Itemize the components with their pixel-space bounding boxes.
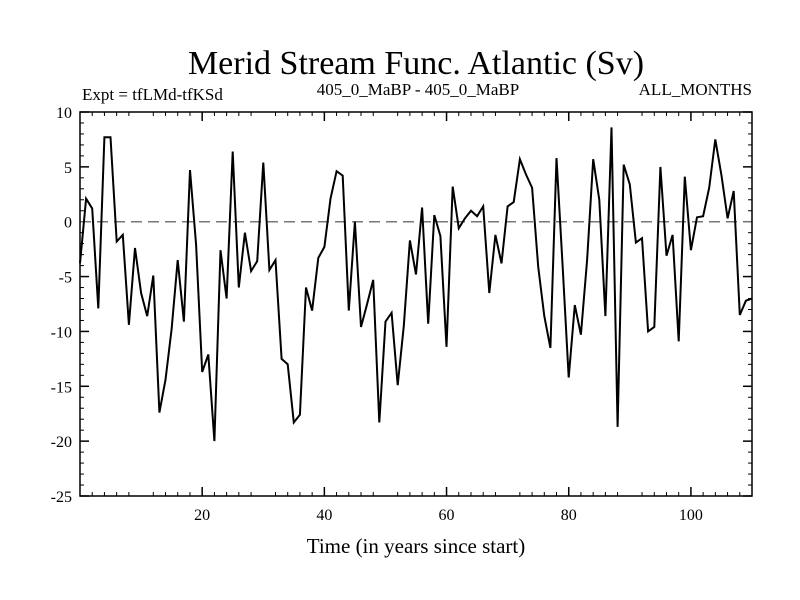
y-tick-label: 0 xyxy=(64,215,72,232)
subtitle-right: ALL_MONTHS xyxy=(639,80,752,99)
tick-marks xyxy=(80,111,752,497)
series-line xyxy=(79,127,753,442)
x-tick-label: 80 xyxy=(561,507,577,524)
y-tick-label: -20 xyxy=(51,434,72,451)
tick-labels: 10 5 0 -5 -10 -15 -20 -25 20 40 60 80 100 xyxy=(51,105,703,524)
y-tick-label: -5 xyxy=(59,270,72,287)
y-tick-label: -10 xyxy=(51,324,72,341)
x-tick-label: 20 xyxy=(194,507,210,524)
subtitle-center: 405_0_MaBP - 405_0_MaBP xyxy=(317,80,519,99)
x-tick-label: 100 xyxy=(679,507,703,524)
x-tick-label: 60 xyxy=(439,507,455,524)
subtitle-left: Expt = tfLMd-tfKSd xyxy=(82,85,223,104)
y-tick-label: 5 xyxy=(64,160,72,177)
y-tick-label: 10 xyxy=(56,105,72,122)
y-tick-label: -25 xyxy=(51,489,72,506)
chart-title: Merid Stream Func. Atlantic (Sv) xyxy=(188,45,644,82)
x-tick-label: 40 xyxy=(316,507,332,524)
plot-area-frame xyxy=(79,111,753,497)
y-tick-label: -15 xyxy=(51,379,72,396)
x-axis-label: Time (in years since start) xyxy=(307,534,526,558)
